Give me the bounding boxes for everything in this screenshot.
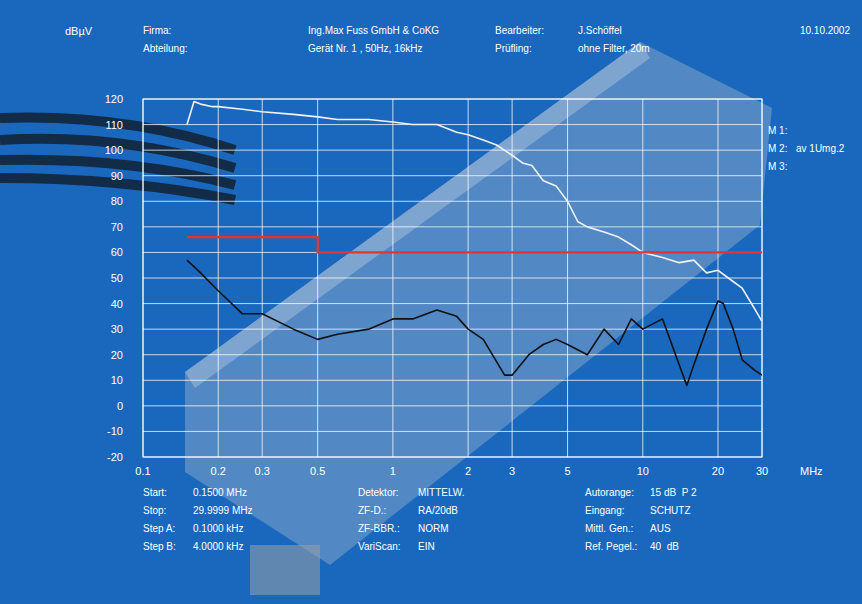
y-grid-line: [143, 150, 762, 151]
footer-label: Step B:: [143, 541, 176, 552]
marker-label: M 1:: [768, 125, 787, 136]
footer-value: 0.1500 MHz: [193, 487, 247, 498]
footer-label: Eingang:: [585, 505, 624, 516]
y-grid-line: [143, 303, 762, 304]
footer-value: MITTELW.: [418, 487, 464, 498]
y-grid-line: [143, 124, 762, 125]
x-tick-label: 0.3: [255, 465, 270, 477]
footer-value: RA/20dB: [418, 505, 458, 516]
x-tick-label: 20: [712, 465, 724, 477]
y-tick-label: 80: [111, 195, 123, 207]
footer-value: 15 dB P 2: [650, 487, 697, 498]
footer-value: 0.1000 kHz: [193, 523, 244, 534]
x-tick-label: 2: [465, 465, 471, 477]
x-grid-line: [717, 99, 718, 457]
x-tick-label: 5: [564, 465, 570, 477]
traces: [187, 102, 762, 386]
y-grid-line: [143, 278, 762, 279]
footer-value: 29.9999 MHz: [193, 505, 252, 516]
x-grid-line: [392, 99, 393, 457]
x-grid-line: [317, 99, 318, 457]
footer-value: 4.0000 kHz: [193, 541, 244, 552]
y-tick-label: 110: [105, 119, 123, 131]
date: 10.10.2002: [800, 25, 850, 36]
x-tick-label: 0.2: [211, 465, 226, 477]
footer-label: Detektor:: [358, 487, 399, 498]
x-tick-label: 1: [390, 465, 396, 477]
y-grid-line: [143, 431, 762, 432]
header-label: Abteilung:: [143, 43, 187, 54]
footer-label: Stop:: [143, 505, 166, 516]
x-tick-label: 10: [637, 465, 649, 477]
trace: [187, 237, 762, 252]
y-grid-line: [143, 380, 762, 381]
x-tick-label: 3: [509, 465, 515, 477]
x-grid-line: [567, 99, 568, 457]
footer-label: Autorange:: [585, 487, 634, 498]
y-tick-label: 90: [111, 170, 123, 182]
footer-label: Start:: [143, 487, 167, 498]
y-tick-label: 0: [117, 400, 123, 412]
grid: [143, 99, 762, 457]
x-grid-line: [468, 99, 469, 457]
chart: -20-1001020304050607080901001101200.10.2…: [0, 0, 862, 604]
filter-edge: [185, 42, 650, 388]
footer-value: EIN: [418, 541, 435, 552]
footer-label: VariScan:: [358, 541, 401, 552]
x-grid-line: [642, 99, 643, 457]
y-grid-line: [143, 329, 762, 330]
y-grid-line: [143, 201, 762, 202]
plot-frame: [143, 99, 762, 457]
header-value: ohne Filter, 20m: [578, 43, 650, 54]
y-tick-label: 60: [111, 246, 123, 258]
x-tick-label: 0.1: [135, 465, 150, 477]
x-tick-label: 0.5: [310, 465, 325, 477]
y-tick-label: 10: [111, 374, 123, 386]
marker-label: M 3:: [768, 161, 787, 172]
terminal-block: [250, 545, 320, 595]
header-label: Firma:: [143, 25, 171, 36]
marker-value: av 1Umg.2: [796, 143, 845, 154]
header-value: J.Schöffel: [578, 25, 622, 36]
footer-value: 40 dB: [650, 541, 679, 552]
y-axis-label: dBµV: [65, 25, 93, 37]
y-tick-label: 40: [111, 298, 123, 310]
trace: [187, 102, 762, 322]
x-grid-line: [512, 99, 513, 457]
y-tick-label: 30: [111, 323, 123, 335]
y-tick-label: 50: [111, 272, 123, 284]
y-tick-label: -20: [107, 451, 123, 463]
footer-label: ZF-BBR.:: [358, 523, 400, 534]
footer-value: AUS: [650, 523, 671, 534]
footer-label: ZF-D.:: [358, 505, 386, 516]
background: [0, 0, 862, 604]
marker-label: M 2:: [768, 143, 787, 154]
footer-value: NORM: [418, 523, 449, 534]
x-grid-line: [262, 99, 263, 457]
header-label: Prüfling:: [495, 43, 532, 54]
y-tick-label: 120: [105, 93, 123, 105]
y-tick-label: 100: [105, 144, 123, 156]
header-value: Ing.Max Fuss GmbH & CoKG: [308, 25, 439, 36]
x-grid-line: [218, 99, 219, 457]
y-grid-line: [143, 354, 762, 355]
footer-value: SCHUTZ: [650, 505, 691, 516]
y-grid-line: [143, 226, 762, 227]
footer-label: Mittl. Gen.:: [585, 523, 633, 534]
y-grid-line: [143, 175, 762, 176]
footer-label: Step A:: [143, 523, 175, 534]
footer-label: Ref. Pegel.:: [585, 541, 637, 552]
x-tick-label: 30: [756, 465, 768, 477]
y-tick-label: 20: [111, 349, 123, 361]
y-grid-line: [143, 405, 762, 406]
y-tick-label: -10: [107, 425, 123, 437]
header-value: Gerät Nr. 1 , 50Hz, 16kHz: [308, 43, 423, 54]
trace: [187, 260, 762, 385]
y-tick-label: 70: [111, 221, 123, 233]
x-axis-label: MHz: [800, 465, 823, 477]
header-label: Bearbeiter:: [495, 25, 544, 36]
